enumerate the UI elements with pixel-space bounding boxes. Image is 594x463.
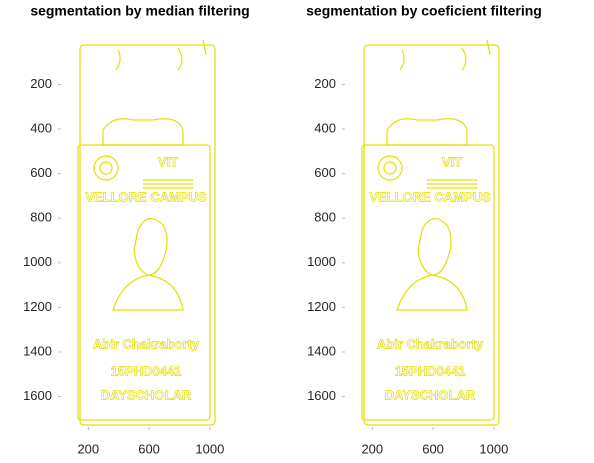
logo-outline xyxy=(377,155,403,181)
image-text: DAYSCHOLAR xyxy=(385,387,476,402)
logo-inner xyxy=(383,161,397,175)
chart-title: segmentation by coeficient filtering xyxy=(306,3,542,19)
image-text: VELLORE CAMPUS xyxy=(85,189,207,204)
y-tick-label: 600 xyxy=(314,165,336,180)
logo-outline xyxy=(93,155,119,181)
x-tick-label: 600 xyxy=(422,441,444,456)
x-tick-label: 600 xyxy=(138,441,160,456)
portrait-outline xyxy=(112,218,184,311)
clip-outline xyxy=(115,39,207,71)
portrait-outline xyxy=(396,218,468,311)
y-tick-label: 1000 xyxy=(307,254,336,269)
x-tick-label: 1000 xyxy=(479,441,508,456)
image-text: DAYSCHOLAR xyxy=(101,387,192,402)
y-tick-label: 1400 xyxy=(307,343,336,358)
x-tick-label: 200 xyxy=(361,441,383,456)
logo-lines xyxy=(427,179,477,189)
y-tick-label: 400 xyxy=(314,120,336,135)
image-text: VIT xyxy=(158,154,178,169)
image-text: 15PHD0441 xyxy=(111,363,182,378)
chart-title: segmentation by median filtering xyxy=(30,3,249,19)
inner-card xyxy=(361,144,495,421)
y-tick-label: 800 xyxy=(314,210,336,225)
logo-lines xyxy=(143,179,193,189)
y-tick-label: 200 xyxy=(314,76,336,91)
clip-outline xyxy=(399,39,491,71)
image-text: Abir Chakraborty xyxy=(377,336,484,351)
y-tick-label: 1600 xyxy=(307,388,336,403)
logo-inner xyxy=(99,161,113,175)
image-text: VELLORE CAMPUS xyxy=(369,189,491,204)
x-tick-label: 200 xyxy=(77,441,99,456)
y-tick-label: 600 xyxy=(30,165,52,180)
image-text: 15PHD0441 xyxy=(395,363,466,378)
lanyard-outline xyxy=(386,118,468,146)
y-tick-label: 200 xyxy=(30,76,52,91)
inner-card xyxy=(77,144,211,421)
y-tick-label: 1200 xyxy=(307,299,336,314)
x-tick-label: 1000 xyxy=(195,441,224,456)
lanyard-outline xyxy=(102,118,184,146)
segmented-image: VIT VELLORE CAMPUS Abir Chakraborty 15PHD04… xyxy=(361,39,500,426)
image-text: Abir Chakraborty xyxy=(93,336,200,351)
y-tick-label: 1200 xyxy=(23,299,52,314)
y-tick-label: 1600 xyxy=(23,388,52,403)
card-outline xyxy=(363,44,500,426)
y-tick-label: 800 xyxy=(30,210,52,225)
y-tick-label: 1000 xyxy=(23,254,52,269)
card-outline xyxy=(79,44,216,426)
segmented-image: VIT VELLORE CAMPUS Abir Chakraborty 15PHD04… xyxy=(77,39,216,426)
y-tick-label: 1400 xyxy=(23,343,52,358)
image-text: VIT xyxy=(442,154,462,169)
y-tick-label: 400 xyxy=(30,120,52,135)
